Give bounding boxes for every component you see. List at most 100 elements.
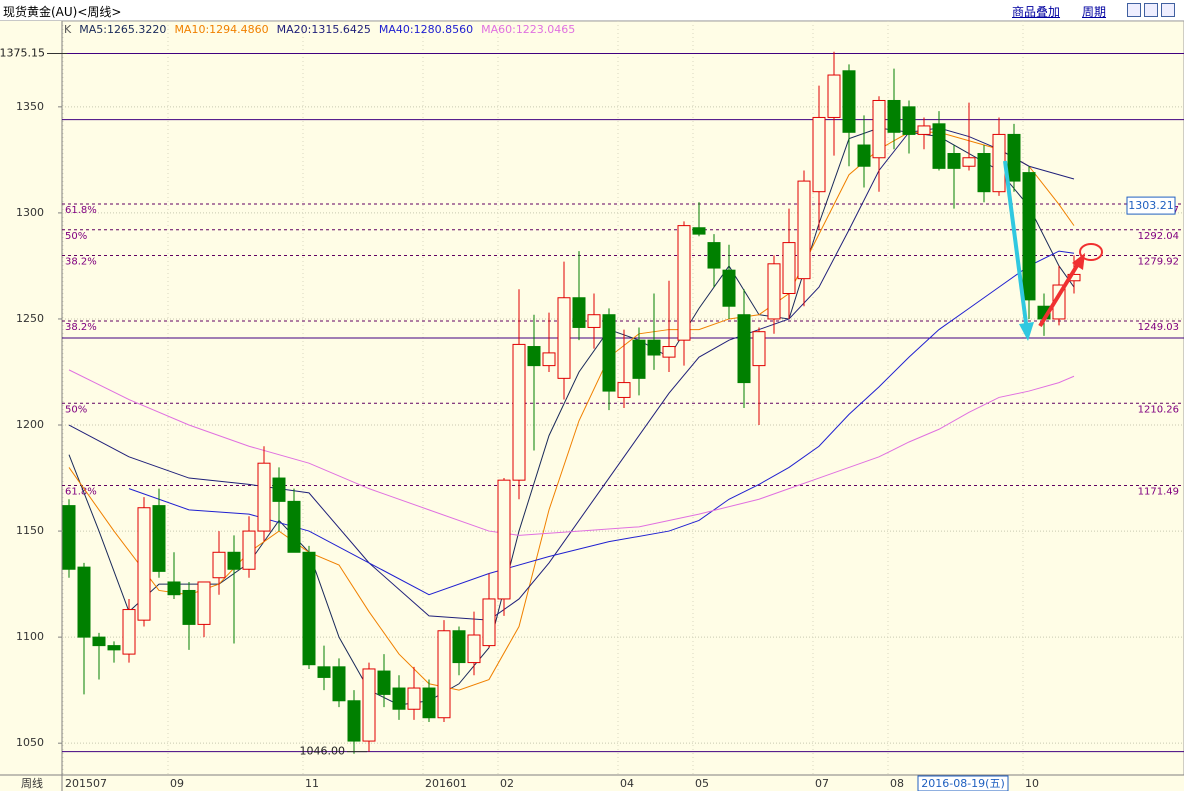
current-price-box: [1126, 196, 1176, 215]
candle-body: [557, 297, 571, 379]
candle-body: [512, 343, 526, 481]
extreme-label: 1046.00: [300, 745, 346, 758]
fib-value: 1279.92: [1138, 256, 1179, 267]
x-tick-label: 09: [170, 777, 184, 790]
fib-ratio: 61.8%: [65, 205, 97, 216]
candle-body: [347, 700, 361, 742]
fib-ratio: 38.2%: [65, 256, 97, 267]
toolbar: 现货黄金(AU)<周线> 商品叠加 周期: [0, 0, 1184, 21]
candle-body: [77, 566, 91, 638]
candle-body: [722, 269, 736, 307]
current-price: 1303.21: [1128, 199, 1174, 212]
candle-body: [737, 314, 751, 384]
period-button[interactable]: 周期: [1082, 5, 1107, 19]
y-tick-label: 1350: [16, 100, 44, 113]
fib-value: 1171.49: [1138, 486, 1179, 497]
candle-body: [257, 462, 271, 532]
fib-ratio: 50%: [65, 404, 87, 415]
candle-body: [902, 106, 916, 135]
candle-body: [857, 144, 871, 167]
up-arrow: [1038, 262, 1080, 328]
candle-body: [992, 133, 1006, 193]
candle-body: [767, 263, 781, 320]
extreme-label: 1375.15: [0, 46, 45, 59]
x-tick-label: 10: [1025, 777, 1039, 790]
fib-ratio: 61.8%: [65, 486, 97, 497]
candle-body: [332, 666, 346, 702]
y-tick-label: 1250: [16, 312, 44, 325]
zoom-icon[interactable]: [1161, 3, 1175, 17]
candle-body: [302, 551, 316, 666]
x-tick-label: 02: [500, 777, 514, 790]
candle-body: [617, 382, 631, 398]
candle-body: [662, 346, 676, 358]
candle-body: [107, 645, 121, 651]
candle-body: [212, 551, 226, 579]
candle-body: [152, 505, 166, 572]
x-tick-label: 11: [305, 777, 319, 790]
candle-body: [392, 687, 406, 710]
nav-right-icon[interactable]: [1144, 3, 1158, 17]
fib-value: 1249.03: [1138, 322, 1179, 333]
y-tick-label: 1100: [16, 630, 44, 643]
candle-body: [182, 589, 196, 625]
candle-body: [137, 507, 151, 621]
candle-body: [227, 551, 241, 570]
candle-body: [452, 630, 466, 664]
candle-body: [692, 227, 706, 235]
x-tick-label: 04: [620, 777, 634, 790]
x-tick-label: 07: [815, 777, 829, 790]
candle-body: [1022, 172, 1036, 301]
candle-body: [482, 598, 496, 647]
ma-line: [128, 250, 1075, 596]
legend-entry: MA20:1315.6425: [277, 23, 371, 36]
candle-body: [197, 581, 211, 625]
x-tick-label: 201601: [425, 777, 467, 790]
legend-k: K: [64, 23, 72, 36]
candle-body: [677, 225, 691, 341]
crosshair-date-text: 2016-08-19(五): [921, 777, 1005, 790]
chart: 1050 1100 1150 1200 1250 1300 1350 201507 09 11 20…: [0, 21, 1184, 791]
y-tick-label: 1050: [16, 736, 44, 749]
fib-value: 1210.26: [1138, 404, 1179, 415]
ma-line: [68, 127, 1075, 621]
candle-body: [62, 505, 76, 570]
candle-body: [707, 242, 721, 269]
candle-body: [932, 123, 946, 169]
candle-body: [602, 314, 616, 392]
candle-body: [887, 99, 901, 133]
down-arrow: [1003, 160, 1029, 332]
legend-entry: MA5:1265.3220: [79, 23, 166, 36]
legend-entry: MA10:1294.4860: [174, 23, 268, 36]
candle-body: [287, 500, 301, 553]
down-arrow-head: [1019, 322, 1034, 341]
candle-body: [242, 530, 256, 570]
legend-entry: MA60:1223.0465: [481, 23, 575, 36]
candle-body: [977, 153, 991, 193]
candle-body: [782, 242, 796, 295]
ma-line: [68, 369, 1075, 536]
x-tick-label: 201507: [65, 777, 107, 790]
candle-body: [842, 70, 856, 133]
x-tick-label: 05: [695, 777, 709, 790]
candle-body: [92, 636, 106, 647]
fib-value: 1292.04: [1138, 231, 1179, 242]
nav-left-icon[interactable]: [1127, 3, 1141, 17]
fib-ratio: 50%: [65, 231, 87, 242]
candle-body: [572, 297, 586, 328]
candle-body: [527, 346, 541, 367]
fib-ratio: 38.2%: [65, 322, 97, 333]
candle-body: [827, 74, 841, 118]
y-tick-label: 1300: [16, 206, 44, 219]
crosshair-date-box: [917, 775, 1009, 791]
y-tick-label: 1150: [16, 524, 44, 537]
candle-body: [362, 668, 376, 742]
candle-body: [167, 581, 181, 596]
candle-body: [422, 687, 436, 719]
candle-body: [317, 666, 331, 678]
candle-body: [272, 477, 286, 502]
candle-body: [962, 157, 976, 167]
y-tick-label: 1200: [16, 418, 44, 431]
overlay-button[interactable]: 商品叠加: [1012, 5, 1061, 19]
